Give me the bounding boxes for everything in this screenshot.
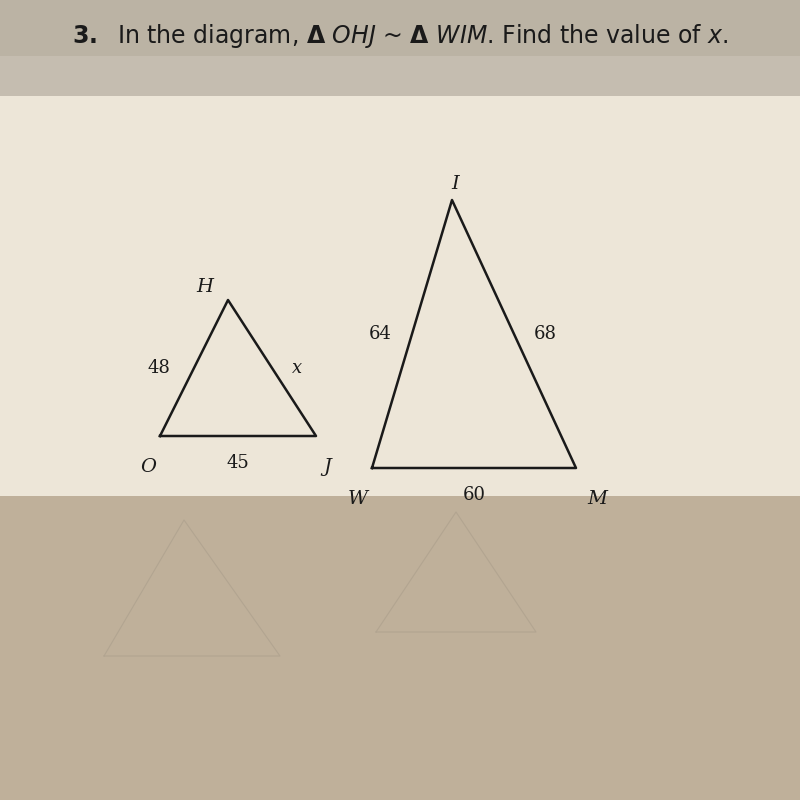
Text: W: W [348, 490, 368, 507]
Text: $\mathbf{3.}$  In the diagram, $\mathbf{\Delta}$ $\mathit{OHJ}$ ~ $\mathbf{\Delt: $\mathbf{3.}$ In the diagram, $\mathbf{\… [72, 22, 728, 50]
Text: 60: 60 [462, 486, 486, 504]
Bar [0, 0, 800, 496]
Text: 45: 45 [226, 454, 250, 472]
Text: I: I [451, 174, 458, 193]
Text: 48: 48 [147, 359, 170, 377]
Bar [0, 496, 800, 800]
Text: 68: 68 [534, 325, 557, 343]
Text: H: H [197, 278, 214, 296]
Text: O: O [141, 458, 157, 475]
Text: M: M [587, 490, 607, 507]
Text: x: x [292, 359, 302, 377]
Text: J: J [323, 458, 331, 475]
Bar [0, 0, 800, 96]
Bar [0, 0, 800, 56]
Text: 64: 64 [369, 325, 392, 343]
